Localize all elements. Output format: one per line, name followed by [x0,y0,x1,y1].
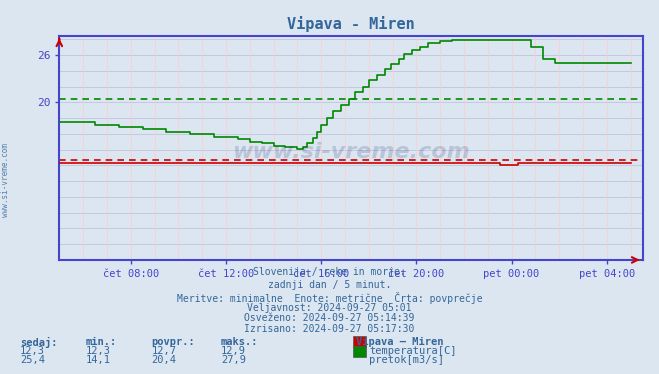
Text: Slovenija / reke in morje.: Slovenija / reke in morje. [253,267,406,278]
Text: min.:: min.: [86,337,117,347]
Title: Vipava - Miren: Vipava - Miren [287,16,415,31]
Text: 20,4: 20,4 [152,355,177,365]
Text: maks.:: maks.: [221,337,258,347]
Text: 12,3: 12,3 [86,346,111,356]
Text: sedaj:: sedaj: [20,337,57,347]
Text: 12,3: 12,3 [20,346,45,356]
Text: Meritve: minimalne  Enote: metrične  Črta: povprečje: Meritve: minimalne Enote: metrične Črta:… [177,292,482,304]
Text: 14,1: 14,1 [86,355,111,365]
Text: 27,9: 27,9 [221,355,246,365]
Text: Vipava – Miren: Vipava – Miren [356,337,444,347]
Text: www.si-vreme.com: www.si-vreme.com [1,142,10,217]
Text: 25,4: 25,4 [20,355,45,365]
Text: 12,7: 12,7 [152,346,177,356]
Text: povpr.:: povpr.: [152,337,195,347]
Text: www.si-vreme.com: www.si-vreme.com [232,142,470,162]
Text: zadnji dan / 5 minut.: zadnji dan / 5 minut. [268,280,391,290]
Text: Izrisano: 2024-09-27 05:17:30: Izrisano: 2024-09-27 05:17:30 [244,324,415,334]
Text: pretok[m3/s]: pretok[m3/s] [369,355,444,365]
Text: Osveženo: 2024-09-27 05:14:39: Osveženo: 2024-09-27 05:14:39 [244,313,415,324]
Text: temperatura[C]: temperatura[C] [369,346,457,356]
Text: Veljavnost: 2024-09-27 05:01: Veljavnost: 2024-09-27 05:01 [247,303,412,313]
Text: 12,9: 12,9 [221,346,246,356]
